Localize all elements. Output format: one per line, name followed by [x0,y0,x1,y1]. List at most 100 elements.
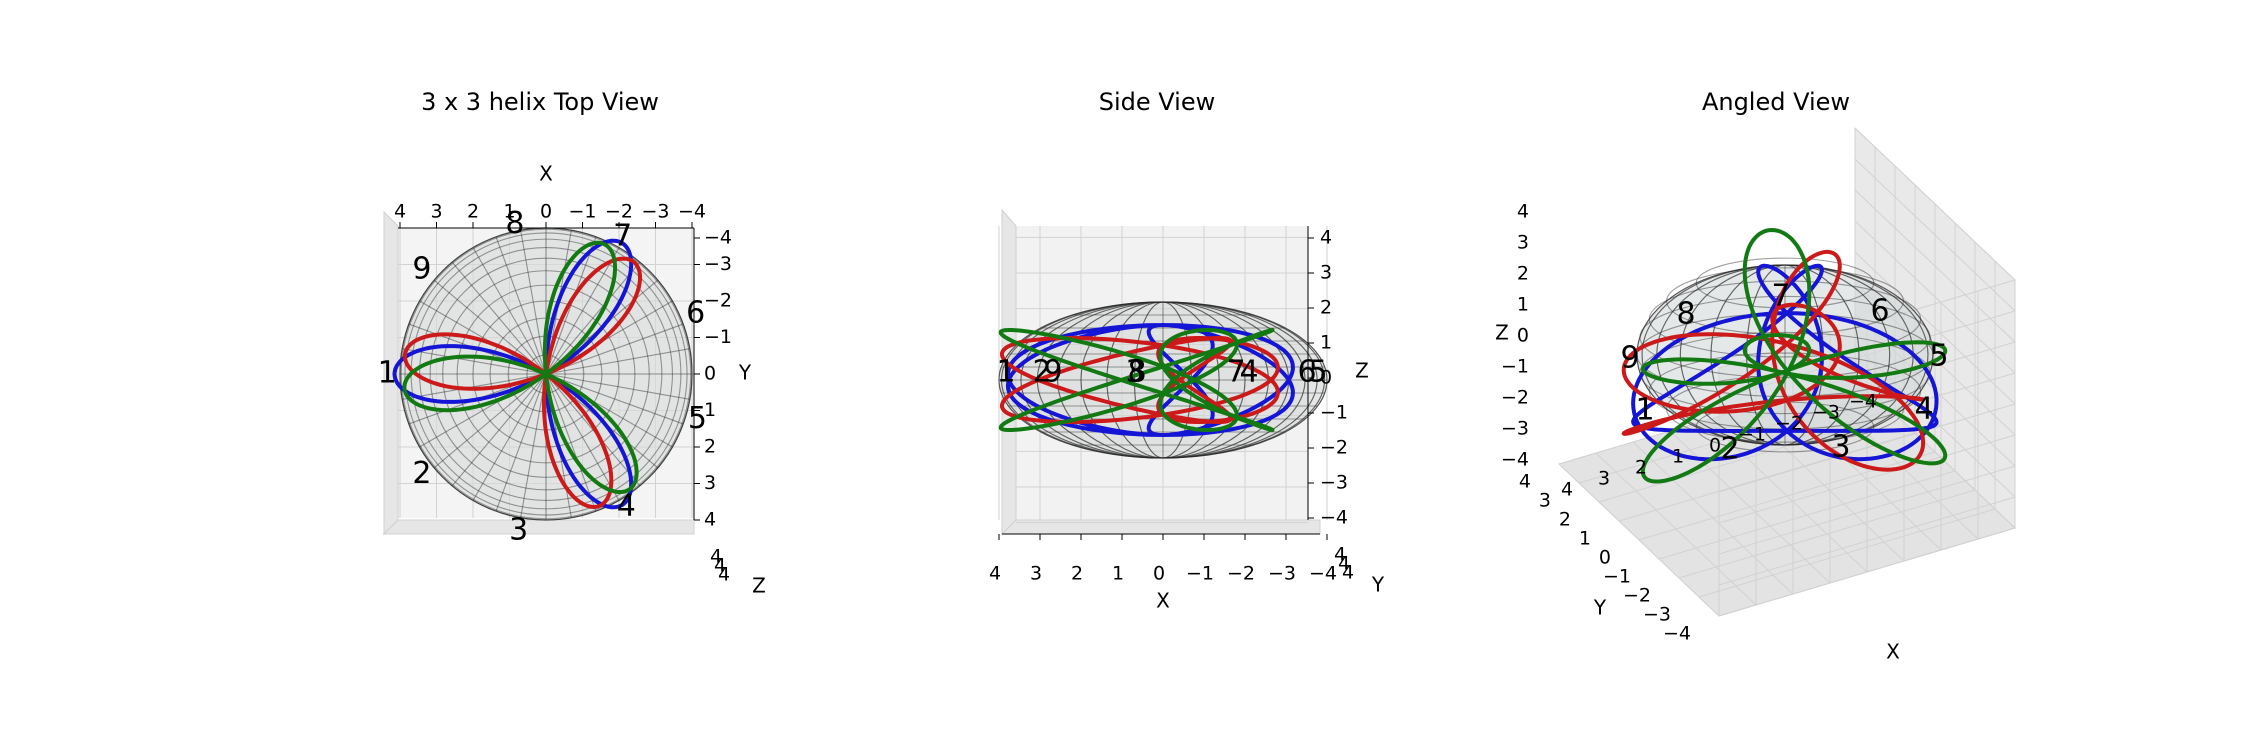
angled-view-point-label: 3 [1831,430,1850,465]
angled-view-gridline [1854,127,2016,281]
angled-view-z-tick: 3 [1517,232,1529,254]
angled-view-gridline [1558,463,1720,617]
side-view-x-tick: 2 [1071,563,1083,585]
angled-view-z-tick: −2 [1501,387,1529,409]
side-view-meridian [1020,301,1306,459]
angled-view-gridline [1854,158,2016,312]
angled-view-point-label: 2 [1720,432,1739,467]
angled-view-y-tick: −2 [1623,585,1651,607]
angled-view-series-0 [1631,263,1939,462]
angled-view-z-tick: −1 [1501,356,1529,378]
side-view-point-label: 4 [1239,355,1258,390]
side-view-point-label: 5 [1308,355,1327,390]
top-view-meridian [451,373,547,487]
angled-view-x-tick: −2 [1775,413,1803,435]
side-view-z-tick: 1 [1320,332,1332,354]
angled-view-meridian [1710,264,1860,446]
angled-view-point-label: 5 [1929,339,1948,374]
side-view-point-label: 6 [1297,355,1316,390]
top-view-x-tick: 0 [540,201,552,223]
top-view-meridian [545,373,690,400]
angled-view-sphere [1636,264,1934,446]
side-view-x-tick: 4 [989,563,1001,585]
top-view-y-tick: −1 [704,326,732,348]
side-view-x-tick: 0 [1153,563,1165,585]
top-view-point-label: 5 [688,401,707,436]
side-view-x-label: X [1156,589,1170,613]
top-view-x-tick: 4 [394,201,406,223]
angled-view-x-tick: 3 [1598,468,1610,490]
side-view-meridian [1106,301,1220,459]
top-view-meridian [545,236,597,375]
side-view-title: Side View [1099,88,1215,116]
side-view-z-tick: −1 [1320,402,1348,424]
top-view-series-0 [392,238,634,510]
top-view-x-tick: −4 [678,201,706,223]
top-view-meridian [402,348,547,375]
top-view-point-label: 4 [617,489,636,524]
top-view-z-tick: 4 [718,564,730,586]
angled-view-gridline [1638,451,1936,541]
angled-view-point-label: 6 [1870,294,1889,329]
side-view-meridian [1080,301,1246,459]
angled-view-x-tick: 1 [1672,446,1684,468]
top-view-series-1 [402,256,642,509]
side-view-x-tick: −3 [1268,563,1296,585]
angled-view-y-tick: −4 [1663,623,1691,645]
top-view-latitude [429,257,663,491]
angled-view-x-tick: −4 [1849,391,1877,413]
angled-view-series-1 [1621,249,1926,472]
side-view-point-label: 3 [1125,355,1144,390]
top-view-x-tick: −1 [568,201,596,223]
top-view-point-label: 9 [412,251,431,286]
angled-view-panel: Angled View 43210−1−2−3−4Z−4−3−2−101234Y… [1495,88,2016,664]
top-view-y-tick: 2 [704,436,716,458]
angled-view-y-tick: 0 [1599,547,1611,569]
angled-view-y-tick: 3 [1539,490,1551,512]
top-view-x-tick: −2 [605,201,633,223]
angled-view-gridline [1632,441,1794,595]
top-view-series-2 [402,240,639,495]
angled-view-series-2 [1640,228,1948,484]
angled-view-meridian [1641,264,1929,446]
angled-view-z-tick: 4 [1517,201,1529,223]
top-view-point-label: 1 [378,356,397,391]
top-view-latitude [404,232,688,516]
side-view-y-tick: 4 [1334,544,1346,566]
side-view-floor [1000,519,1321,535]
angled-view-y-tick: −1 [1603,566,1631,588]
top-view-meridian [402,373,547,400]
angled-view-y-tick: 4 [1519,471,1531,493]
top-view-point-label: 7 [613,219,632,254]
top-view-title: 3 x 3 helix Top View [421,88,659,116]
top-view-meridian [495,236,547,375]
top-view-floor [382,519,695,535]
top-view-meridian [545,373,620,501]
side-view-meridian [1080,301,1246,459]
angled-view-gridline [1854,251,2016,405]
angled-view-y-label: Y [1593,596,1607,620]
top-view-latitude [419,247,673,501]
angled-view-z-tick: 0 [1517,325,1529,347]
angled-view-y-tick: −3 [1643,604,1671,626]
angled-view-x-label: X [1886,640,1900,664]
angled-view-gridline [1669,430,1831,584]
top-view-meridian [433,279,547,375]
top-view-z-tick: 4 [714,555,726,577]
top-view-x-tick: −3 [641,201,669,223]
top-view-meridian [545,323,684,375]
side-view-panel: Side View 4 3 2 1 0 −1 −2 −3 −4X43210−1−2−3−4Z44… [989,88,1385,613]
angled-view-z-label: Z [1495,321,1509,345]
side-view-x-tick: 3 [1030,563,1042,585]
angled-view-z-tick: −3 [1501,418,1529,440]
top-view-latitude [400,228,692,520]
angled-view-gridline [1618,432,1916,522]
side-view-y-tick: 4 [1338,553,1350,575]
top-view-y-tick: 0 [704,363,716,385]
side-view-point-label: 9 [1043,355,1062,390]
side-view-z-tick: −3 [1320,472,1348,494]
angled-view-point-label: 8 [1676,297,1695,332]
side-view-z-tick: 3 [1320,262,1332,284]
